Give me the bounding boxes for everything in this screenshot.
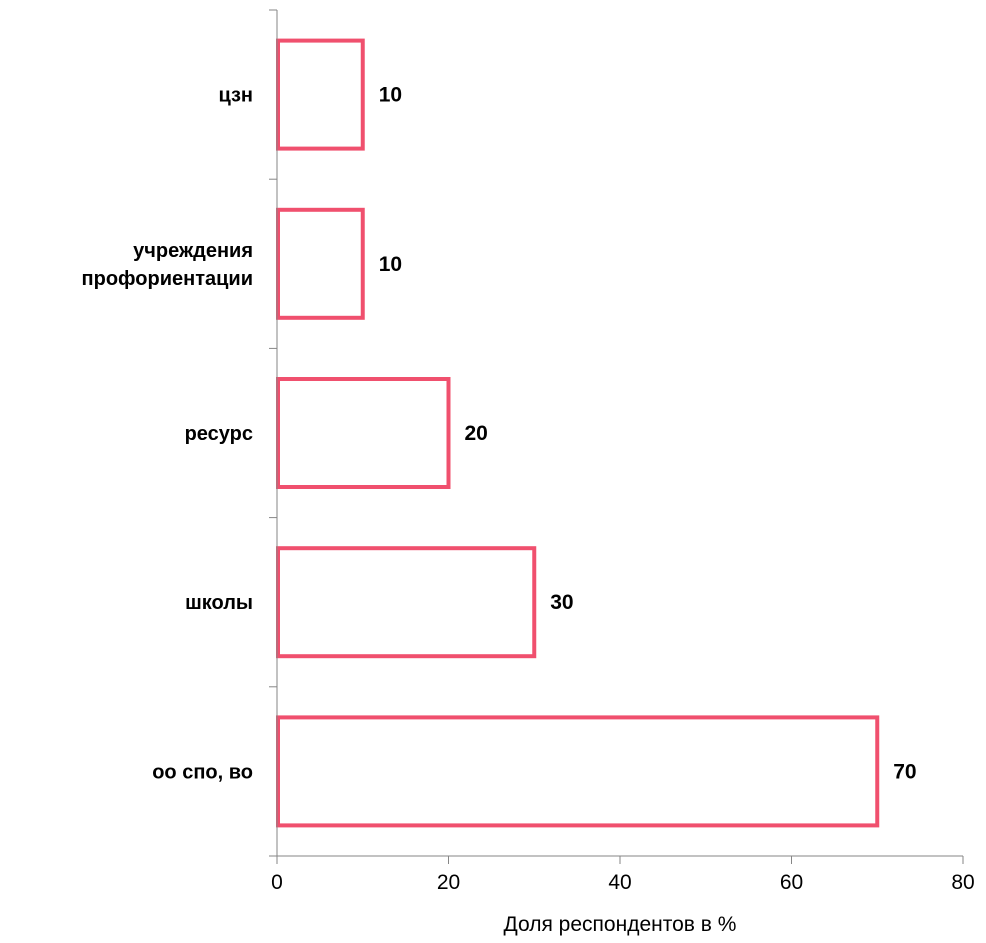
- bar-value-label: 70: [893, 760, 916, 783]
- category-label: школы: [185, 592, 253, 614]
- bar-value-label: 20: [465, 422, 488, 445]
- bar: [276, 207, 365, 320]
- x-tick-label: 80: [951, 871, 974, 894]
- category-label: учреждения профориентации: [82, 240, 253, 290]
- category-label: ресурс: [185, 423, 253, 445]
- bar: [276, 546, 537, 659]
- x-tick-label: 40: [608, 871, 631, 894]
- category-label-line: оо спо, во: [152, 761, 253, 783]
- bar-value-label: 10: [379, 84, 402, 107]
- x-axis-title: Доля респондентов в %: [504, 913, 737, 936]
- category-label-line: ресурс: [185, 423, 253, 445]
- category-label-line: школы: [185, 592, 253, 614]
- x-tick-label: 0: [271, 871, 283, 894]
- category-label: оо спо, во: [152, 761, 253, 783]
- x-tick-label: 60: [780, 871, 803, 894]
- category-label-line: учреждения: [133, 240, 253, 262]
- bar-value-label: 30: [550, 591, 573, 614]
- category-label: цзн: [218, 85, 253, 107]
- bar-value-label: 10: [379, 253, 402, 276]
- bar: [276, 715, 880, 828]
- category-label-line: цзн: [218, 85, 253, 107]
- category-label-line: профориентации: [82, 268, 253, 290]
- bar: [276, 377, 451, 489]
- bars-group: 10 цзн 10 учреждения профориентации 20 ресурс 3…: [82, 38, 917, 828]
- bar: [276, 38, 365, 151]
- x-tick-label: 20: [437, 871, 460, 894]
- axes-group: 0 20 40 60 80: [269, 9, 975, 894]
